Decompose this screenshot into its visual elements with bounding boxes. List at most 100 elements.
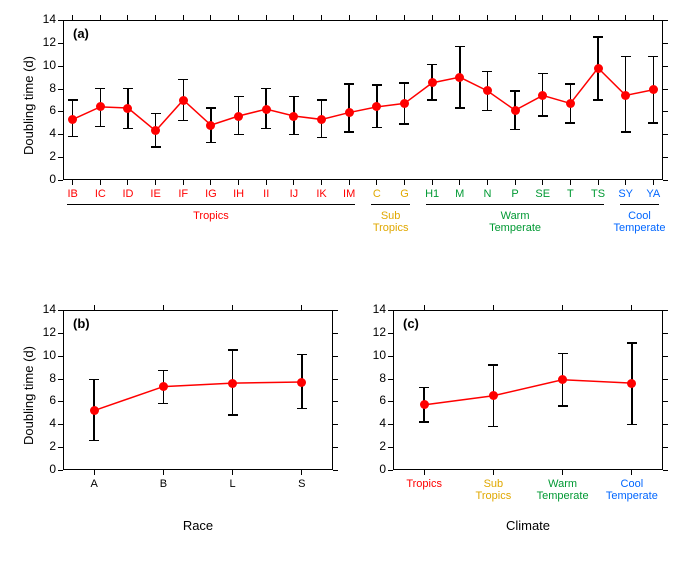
error-cap bbox=[399, 82, 409, 84]
error-cap bbox=[289, 134, 299, 136]
error-cap bbox=[627, 424, 637, 426]
xtick bbox=[404, 15, 405, 20]
error-cap bbox=[482, 71, 492, 73]
xtick-label: SubTropics bbox=[458, 478, 528, 502]
error-cap bbox=[289, 96, 299, 98]
xtick bbox=[562, 470, 563, 475]
data-point bbox=[228, 379, 237, 388]
error-cap bbox=[68, 136, 78, 138]
error-cap bbox=[510, 129, 520, 131]
xtick bbox=[562, 305, 563, 310]
error-cap bbox=[206, 142, 216, 144]
xtick bbox=[238, 180, 239, 185]
xtick bbox=[72, 15, 73, 20]
xtick bbox=[376, 180, 377, 185]
ytick bbox=[58, 379, 63, 380]
x-axis-label: Race bbox=[148, 518, 248, 533]
error-cap bbox=[455, 46, 465, 48]
xtick bbox=[515, 180, 516, 185]
error-cap bbox=[261, 128, 271, 130]
panel-letter: (a) bbox=[73, 26, 89, 41]
ytick bbox=[58, 356, 63, 357]
ytick bbox=[388, 310, 393, 311]
error-cap bbox=[419, 387, 429, 389]
error-cap bbox=[261, 88, 271, 90]
ytick-label: 8 bbox=[358, 371, 386, 385]
xtick bbox=[625, 15, 626, 20]
error-cap bbox=[89, 379, 99, 381]
group-underline bbox=[67, 204, 355, 205]
ytick-label: 12 bbox=[28, 35, 56, 49]
error-cap bbox=[344, 83, 354, 85]
ytick-label: 10 bbox=[358, 348, 386, 362]
error-cap bbox=[68, 99, 78, 101]
data-point bbox=[159, 382, 168, 391]
xtick bbox=[321, 15, 322, 20]
xtick bbox=[94, 305, 95, 310]
ytick bbox=[663, 470, 668, 471]
xtick bbox=[100, 180, 101, 185]
ytick bbox=[663, 134, 668, 135]
data-point bbox=[289, 112, 298, 121]
ytick bbox=[333, 356, 338, 357]
group-label: CoolTemperate bbox=[594, 210, 684, 234]
xtick bbox=[266, 180, 267, 185]
xtick bbox=[321, 180, 322, 185]
error-cap bbox=[621, 56, 631, 58]
panel-letter: (b) bbox=[73, 316, 90, 331]
ytick bbox=[333, 379, 338, 380]
xtick bbox=[424, 470, 425, 475]
ytick-label: 14 bbox=[28, 302, 56, 316]
panel-b-plot-area bbox=[63, 310, 333, 470]
ytick bbox=[388, 356, 393, 357]
xtick bbox=[100, 15, 101, 20]
ytick bbox=[58, 66, 63, 67]
ytick bbox=[58, 401, 63, 402]
ytick bbox=[58, 447, 63, 448]
xtick bbox=[598, 180, 599, 185]
xtick bbox=[459, 15, 460, 20]
data-point bbox=[594, 64, 603, 73]
error-cap bbox=[234, 134, 244, 136]
error-cap bbox=[510, 90, 520, 92]
error-cap bbox=[234, 96, 244, 98]
error-cap bbox=[648, 122, 658, 124]
xtick bbox=[127, 180, 128, 185]
data-point bbox=[90, 406, 99, 415]
error-cap bbox=[565, 83, 575, 85]
xtick bbox=[515, 15, 516, 20]
ytick bbox=[58, 424, 63, 425]
xtick bbox=[232, 305, 233, 310]
xtick bbox=[376, 15, 377, 20]
xtick-label: S bbox=[267, 478, 337, 490]
error-cap bbox=[627, 342, 637, 344]
error-cap bbox=[95, 88, 105, 90]
error-cap bbox=[419, 421, 429, 423]
error-cap bbox=[538, 73, 548, 75]
error-cap bbox=[565, 122, 575, 124]
ytick bbox=[333, 310, 338, 311]
data-point bbox=[297, 378, 306, 387]
data-point bbox=[317, 115, 326, 124]
ytick bbox=[58, 157, 63, 158]
error-cap bbox=[123, 128, 133, 130]
error-cap bbox=[317, 99, 327, 101]
error-cap bbox=[488, 364, 498, 366]
ytick bbox=[58, 43, 63, 44]
data-point bbox=[420, 400, 429, 409]
ytick bbox=[663, 356, 668, 357]
error-cap bbox=[297, 408, 307, 410]
xtick bbox=[155, 180, 156, 185]
xtick bbox=[625, 180, 626, 185]
ytick bbox=[388, 447, 393, 448]
group-label: SubTropics bbox=[346, 210, 436, 234]
x-axis-label: Climate bbox=[478, 518, 578, 533]
error-cap bbox=[621, 131, 631, 133]
xtick bbox=[72, 180, 73, 185]
xtick bbox=[183, 180, 184, 185]
ytick bbox=[663, 401, 668, 402]
ytick-label: 6 bbox=[358, 393, 386, 407]
xtick-label: B bbox=[128, 478, 198, 490]
error-cap bbox=[558, 353, 568, 355]
ytick bbox=[58, 333, 63, 334]
